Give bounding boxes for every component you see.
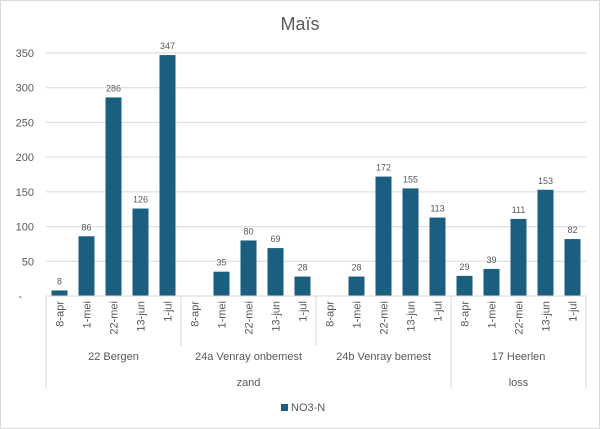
y-tick-label: -	[18, 291, 22, 303]
bar	[375, 176, 392, 296]
data-label: 8	[57, 276, 62, 286]
y-tick-label: 300	[16, 83, 34, 95]
x-tick-label: 22-mei	[514, 301, 526, 335]
x-tick-label: 1-mei	[82, 301, 94, 329]
data-label: 111	[512, 205, 526, 215]
data-label: 82	[567, 225, 577, 235]
x-tick-label: 13-jun	[406, 301, 418, 332]
legend-swatch	[281, 404, 288, 411]
x-tick-label: 1-jul	[163, 301, 175, 322]
site-label: 24b Venray bemest	[336, 351, 431, 363]
soil-group-label: zand	[237, 377, 261, 389]
bar	[348, 276, 365, 296]
bar	[240, 240, 257, 296]
y-tick-label: 350	[16, 48, 34, 60]
data-label: 126	[133, 195, 148, 205]
x-tick-label: 8-apr	[460, 301, 472, 327]
bar	[564, 239, 581, 296]
data-label: 172	[376, 163, 391, 173]
bar	[429, 217, 446, 296]
data-label: 35	[216, 258, 226, 268]
y-tick-label: 50	[22, 256, 34, 268]
bar	[213, 271, 230, 296]
bar	[105, 97, 122, 296]
bar	[294, 276, 311, 296]
data-label: 39	[486, 255, 496, 265]
data-label: 28	[297, 263, 307, 273]
y-tick-label: 200	[16, 152, 34, 164]
x-tick-label: 8-apr	[190, 301, 202, 327]
data-label: 29	[459, 262, 469, 272]
data-label: 113	[430, 204, 444, 214]
bar	[78, 236, 95, 296]
bar	[456, 275, 473, 296]
data-label: 155	[403, 174, 418, 184]
site-label: 22 Bergen	[88, 351, 139, 363]
data-label: 347	[160, 41, 175, 51]
data-label: 69	[270, 234, 280, 244]
x-tick-label: 8-apr	[325, 301, 337, 327]
data-label: 286	[106, 83, 121, 93]
data-label: 153	[538, 176, 553, 186]
data-label: 80	[243, 226, 253, 236]
bar	[51, 290, 68, 296]
x-tick-label: 1-jul	[298, 301, 310, 322]
bar	[132, 208, 149, 296]
site-label: 17 Heerlen	[492, 351, 546, 363]
y-tick-label: 250	[16, 117, 34, 129]
x-tick-label: 13-jun	[136, 301, 148, 332]
data-label: 28	[351, 263, 361, 273]
x-tick-label: 8-apr	[55, 301, 67, 327]
x-tick-label: 22-mei	[379, 301, 391, 335]
chart-title: Maïs	[280, 14, 319, 34]
x-tick-label: 22-mei	[244, 301, 256, 335]
y-tick-label: 150	[16, 187, 34, 199]
legend-label: NO3-N	[291, 402, 325, 414]
site-label: 24a Venray onbemest	[195, 351, 302, 363]
bar	[267, 248, 284, 296]
x-tick-label: 13-jun	[541, 301, 553, 332]
x-tick-label: 1-mei	[487, 301, 499, 329]
x-tick-label: 1-mei	[217, 301, 229, 329]
data-label: 86	[81, 222, 91, 232]
x-tick-label: 13-jun	[271, 301, 283, 332]
bar	[537, 189, 554, 296]
soil-group-label: loss	[509, 377, 529, 389]
x-tick-label: 1-jul	[568, 301, 580, 322]
bar	[402, 188, 419, 296]
y-tick-label: 100	[16, 222, 34, 234]
bar	[510, 218, 527, 296]
bar	[159, 55, 176, 296]
bar	[483, 268, 500, 296]
x-tick-label: 1-mei	[352, 301, 364, 329]
legend: NO3-N	[281, 402, 325, 414]
x-tick-label: 1-jul	[433, 301, 445, 322]
x-tick-label: 22-mei	[109, 301, 121, 335]
